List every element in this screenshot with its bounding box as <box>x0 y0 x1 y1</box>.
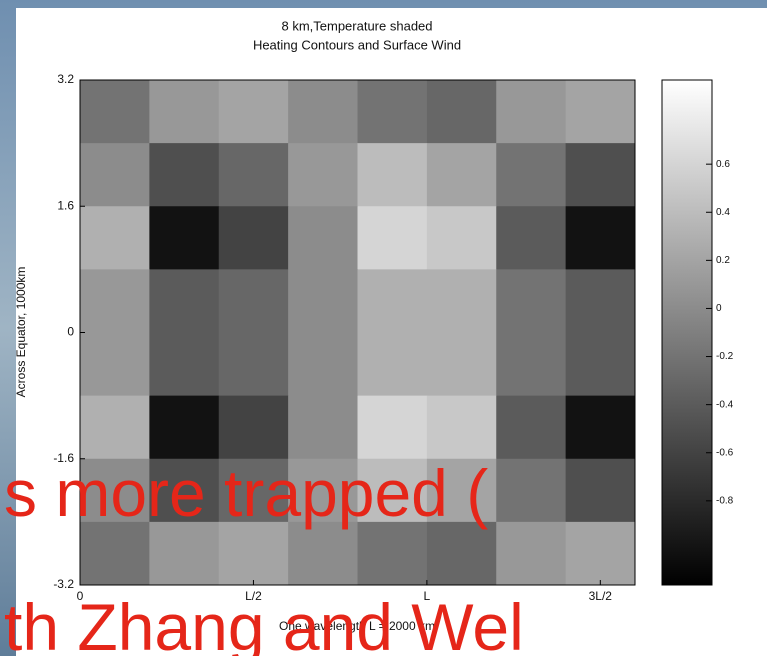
heat-cell <box>357 458 428 523</box>
x-tick-label: L/2 <box>245 589 262 603</box>
colorbar-tick-label: -0.8 <box>716 495 734 506</box>
heat-cell <box>565 269 636 333</box>
heat-cell <box>426 395 497 460</box>
heat-cell <box>149 143 220 207</box>
colorbar-tick-label: 0.2 <box>716 255 730 266</box>
heat-cell <box>80 269 150 333</box>
y-axis-label: Across Equator, 1000km <box>14 267 28 398</box>
heat-cell <box>496 80 567 144</box>
heat-cell <box>357 395 428 460</box>
colorbar-tick-label: -0.4 <box>716 399 734 410</box>
slide-text: th Zhang and Wel <box>4 590 524 656</box>
heat-cell <box>149 269 220 333</box>
y-tick-label: -1.6 <box>53 451 74 465</box>
heat-cell <box>218 332 289 397</box>
heat-cell <box>218 269 289 333</box>
heat-cell <box>149 80 220 144</box>
heat-cell <box>565 521 636 586</box>
y-tick-label: 1.6 <box>57 198 74 212</box>
y-tick-label: -3.2 <box>53 577 74 591</box>
x-axis-label: One wavelength L = 2000 km <box>279 619 435 633</box>
heat-cell <box>496 143 567 207</box>
heat-cell <box>565 143 636 207</box>
colorbar-tick-label: 0.4 <box>716 207 730 218</box>
heat-cell <box>565 80 636 144</box>
heat-cell <box>80 143 150 207</box>
heat-cell <box>288 521 358 586</box>
heat-cell <box>218 521 289 586</box>
heat-cell <box>149 206 220 270</box>
heat-cell <box>288 143 358 207</box>
heat-cell <box>357 80 428 144</box>
heat-cell <box>149 458 220 523</box>
heat-cell <box>80 80 150 144</box>
heat-cell <box>288 395 358 460</box>
heat-cell <box>80 206 150 270</box>
heat-cell <box>80 332 150 397</box>
chart-title: 8 km,Temperature shaded <box>281 18 432 33</box>
heat-cell <box>288 332 358 397</box>
heat-cell <box>565 332 636 397</box>
heat-cell <box>426 206 497 270</box>
colorbar <box>661 79 713 586</box>
heat-cell <box>357 143 428 207</box>
colorbar-tick-label: 0 <box>716 303 722 314</box>
heat-cell <box>565 458 636 523</box>
heat-cell <box>496 206 567 270</box>
colorbar-tick-label: 0.6 <box>716 159 730 170</box>
heat-cell <box>426 332 497 397</box>
heat-cell <box>357 521 428 586</box>
heat-cell <box>149 332 220 397</box>
heat-cell <box>80 458 150 523</box>
x-tick-label: L <box>424 589 431 603</box>
heat-cell <box>288 269 358 333</box>
x-tick-label: 3L/2 <box>589 589 613 603</box>
heat-cell <box>218 80 289 144</box>
heat-cell <box>357 269 428 333</box>
colorbar-tick-label: -0.2 <box>716 351 734 362</box>
heat-cell <box>218 395 289 460</box>
heat-cell <box>218 143 289 207</box>
heat-cell <box>288 458 358 523</box>
colorbar-tick-label: -0.6 <box>716 447 734 458</box>
heat-cell <box>426 80 497 144</box>
heat-cell <box>426 143 497 207</box>
heat-cell <box>496 395 567 460</box>
heat-cell <box>496 332 567 397</box>
heat-cell <box>288 206 358 270</box>
heat-cell <box>565 395 636 460</box>
heat-cell <box>426 521 497 586</box>
heat-cell <box>80 395 150 460</box>
heat-cell <box>80 521 150 586</box>
y-tick-label: 0 <box>67 325 74 339</box>
heat-cell <box>149 395 220 460</box>
heat-cell <box>496 521 567 586</box>
heat-cell <box>218 458 289 523</box>
heat-cell <box>496 269 567 333</box>
slide-text: s more trapped ( <box>4 456 488 530</box>
heat-cell <box>218 206 289 270</box>
heat-cell <box>565 206 636 270</box>
heat-cell <box>357 206 428 270</box>
heat-cell <box>149 521 220 586</box>
x-tick-label: 0 <box>77 589 84 603</box>
y-tick-label: 3.2 <box>57 72 74 86</box>
heatmap <box>80 80 636 586</box>
heat-cell <box>426 269 497 333</box>
heat-cell <box>288 80 358 144</box>
heat-cell <box>496 458 567 523</box>
heat-cell <box>426 458 497 523</box>
chart-subtitle: Heating Contours and Surface Wind <box>253 37 461 52</box>
heat-cell <box>357 332 428 397</box>
